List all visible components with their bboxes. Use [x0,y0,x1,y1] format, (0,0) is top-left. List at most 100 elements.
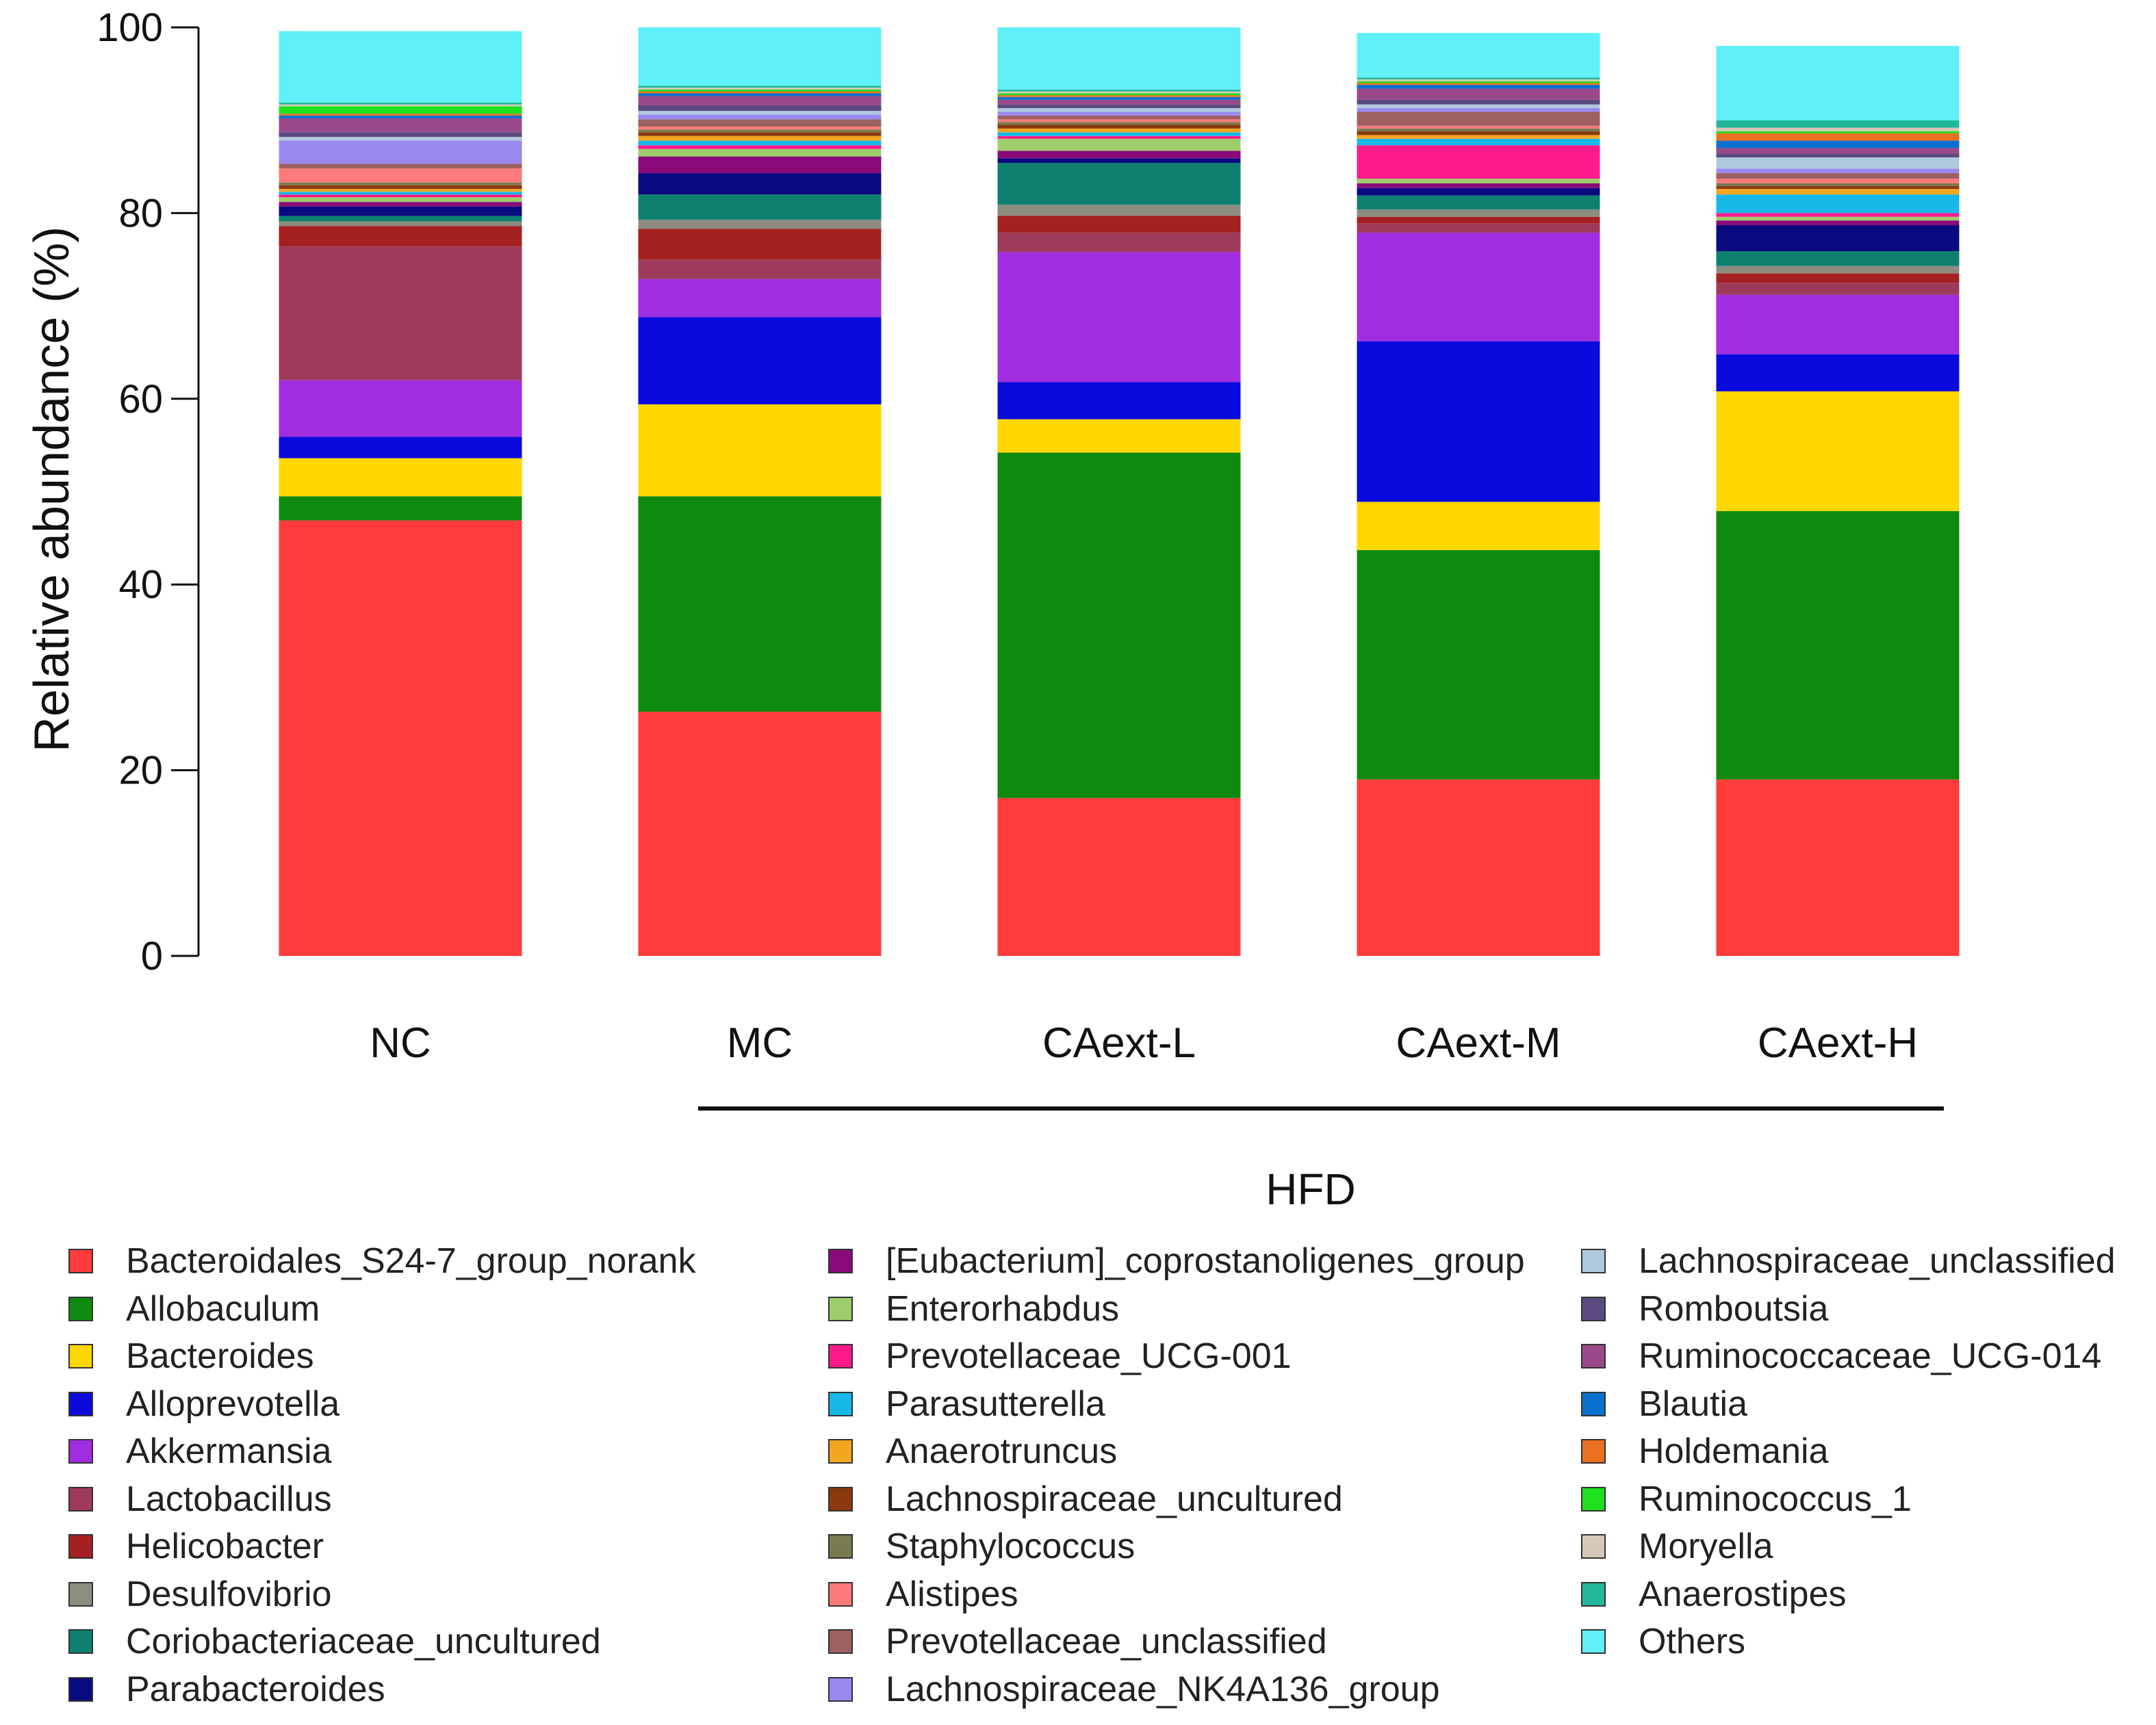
legend-label: Desulfovibrio [126,1574,332,1614]
bar-segment [279,202,522,207]
legend-label: Alloprevotella [126,1384,340,1424]
bar-segment [1716,779,1960,956]
legend-item: Ruminococcaceae_UCG-014 [1581,1336,2102,1376]
bar-segment [638,496,882,712]
bar-segment [997,135,1241,139]
legend-item: Alistipes [828,1574,1018,1614]
bar-segment [279,164,522,169]
legend-item: Others [1581,1622,1745,1661]
bar-segment [1716,220,1960,226]
bar-segment [997,205,1241,216]
x-category-label: CAext-M [1396,1020,1561,1067]
bar-segment [1357,179,1600,183]
bar-segment [279,216,522,222]
bar-segment [997,89,1241,92]
bar-segment [1716,131,1960,133]
legend-label: Staphylococcus [886,1527,1135,1566]
y-tick-label: 40 [118,562,163,607]
bar-segment [279,496,522,521]
bar-segment [997,91,1241,94]
legend-label: Allobaculum [126,1288,320,1329]
bar-segment [1357,85,1600,89]
bar-segment [1357,341,1600,502]
bar-segment [638,127,882,130]
bar-segment [279,221,522,226]
legend-label: Bacteroidales_S24-7_group_norank [126,1241,696,1281]
legend-swatch [68,1439,93,1464]
bar-segment [279,115,522,118]
legend-label: Ruminococcus_1 [1639,1479,1912,1519]
bar-segment [1357,131,1600,135]
legend-label: Lachnospiraceae_unclassified [1639,1241,2116,1281]
legend-item: Akkermansia [68,1431,332,1471]
legend-swatch [828,1676,853,1702]
legend-label: Parasutterella [886,1384,1105,1424]
x-axis-category-labels: NC MC CAext-L CAext-M CAext-H [370,1020,1918,1067]
bar-segment [1357,145,1600,179]
bar-segment [638,86,882,88]
bar-segment [997,104,1241,109]
bar-segment [997,93,1241,96]
legend-swatch [828,1296,853,1321]
bar-segment [1357,183,1600,188]
bar-segment [279,168,522,183]
legend-swatch [1581,1344,1606,1369]
bar-segment [638,89,882,92]
bar-segment [997,138,1241,151]
bar-segment [1716,510,1960,780]
legend-item: Prevotellaceae_unclassified [828,1622,1327,1661]
bar-segment [997,99,1241,105]
bar-segment [1716,157,1960,169]
y-axis-label: Relative abundance (%) [25,226,79,752]
bar-segment [638,105,882,112]
legend-label: Others [1639,1622,1746,1661]
y-tick-label: 0 [141,934,163,978]
bar-segment [279,192,522,195]
bar-segment [1716,148,1960,154]
bar-segment [1716,194,1960,213]
bar-segment [638,129,882,133]
bar-segment [1716,225,1960,252]
bar-segment [1716,46,1960,120]
legend-swatch [68,1391,93,1416]
bar-segment [1357,108,1600,112]
bar-segment [638,148,882,157]
legend-label: [Eubacterium]_coprostanoligenes_group [886,1241,1525,1281]
bar-segment [1357,77,1600,79]
bar-segment [997,132,1241,136]
bar-segment [279,102,522,105]
bar-segment [997,158,1241,164]
legend-label: Lactobacillus [126,1479,332,1519]
bar-segment [279,132,522,138]
bar-segment [1716,251,1960,266]
legend-item: Alloprevotella [68,1384,340,1424]
legend-label: Holdemania [1639,1431,1829,1471]
legend-label: Lachnospiraceae_uncultured [886,1479,1343,1519]
legend-swatch [1581,1486,1606,1512]
bar-segment [1357,88,1600,100]
bar-segment [997,216,1241,233]
bar-segment [1357,502,1600,550]
legend-label: Ruminococcaceae_UCG-014 [1639,1336,2102,1376]
bar-segment [279,106,522,114]
bar-segment [1716,120,1960,128]
bar-segment [638,119,882,127]
bar-segment [1716,183,1960,187]
bar-segment [997,798,1241,956]
bar-segment [1716,213,1960,217]
y-tick-label: 80 [118,191,163,235]
legend-label: Bacteroides [126,1336,314,1376]
legend-swatch [1581,1581,1606,1607]
legend-item: Holdemania [1581,1431,1829,1471]
bar-segment [638,135,882,141]
bar-segment [638,27,882,86]
bar-segment [279,104,522,107]
legend-swatch [1581,1534,1606,1559]
bar-segment [638,114,882,120]
legend-item: Moryella [1581,1527,1773,1566]
legend-swatch [68,1344,93,1369]
bar-segment [997,163,1241,205]
legend-item: Prevotellaceae_UCG-001 [828,1336,1292,1376]
legend-label: Romboutsia [1639,1288,1829,1329]
legend-item: Bacteroidales_S24-7_group_norank [68,1241,696,1281]
